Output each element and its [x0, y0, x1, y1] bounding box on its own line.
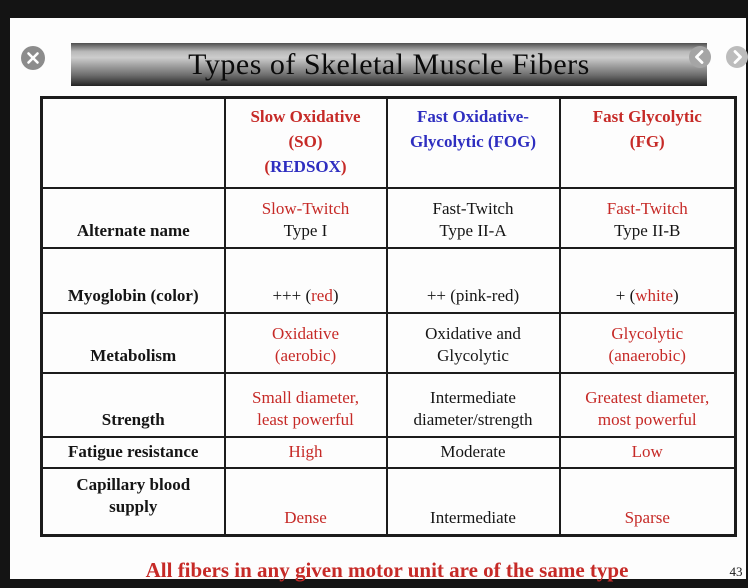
row-myoglobin: Myoglobin (color) +++ (red) ++ (pink-red…	[40, 246, 737, 314]
cell-metabolism-fog: Oxidative and Glycolytic	[385, 311, 561, 374]
row-capillary-blood-supply: Capillary blood supply Dense Intermediat…	[40, 466, 737, 537]
cell-alternate-fog: Fast-Twitch Type II-A	[385, 186, 561, 249]
table-header-row: Slow Oxidative (SO) (REDSOX) Fast Oxidat…	[40, 96, 737, 189]
header-empty-cell	[40, 96, 226, 189]
alternate-fog-line1: Fast-Twitch	[432, 198, 514, 218]
slide: Types of Skeletal Muscle Fibers	[10, 18, 748, 582]
header-fog-line2: Glycolytic (FOG)	[409, 132, 537, 151]
cell-fatigue-fg: Low	[558, 435, 737, 469]
cell-fatigue-so: High	[223, 435, 388, 469]
prev-slide-button[interactable]	[689, 46, 711, 68]
header-so-line1: Slow Oxidative	[250, 107, 361, 126]
row-alternate-name: Alternate name Slow-Twitch Type I Fast-T…	[40, 186, 737, 249]
label-alternate-name: Alternate name	[40, 186, 226, 249]
cell-alternate-so: Slow-Twitch Type I	[223, 186, 388, 249]
alternate-so-line2: Type I	[283, 220, 328, 240]
cell-capillary-fog: Intermediate	[385, 466, 561, 537]
cell-myoglobin-fog: ++ (pink-red)	[385, 246, 561, 314]
header-fast-oxidative-glycolytic: Fast Oxidative- Glycolytic (FOG)	[385, 96, 561, 189]
slide-title-bar: Types of Skeletal Muscle Fibers	[71, 43, 707, 86]
label-myoglobin: Myoglobin (color)	[40, 246, 226, 314]
cell-metabolism-so: Oxidative (aerobic)	[223, 311, 388, 374]
cell-myoglobin-fg: + (white)	[558, 246, 737, 314]
row-fatigue-resistance: Fatigue resistance High Moderate Low	[40, 435, 737, 469]
footer-note: All fibers in any given motor unit are o…	[145, 558, 629, 582]
header-fast-glycolytic: Fast Glycolytic (FG)	[558, 96, 737, 189]
header-so-line2: (SO)	[288, 132, 323, 151]
cell-strength-fog: Intermediate diameter/strength	[385, 371, 561, 438]
cell-metabolism-fg: Glycolytic (anaerobic)	[558, 311, 737, 374]
cell-alternate-fg: Fast-Twitch Type II-B	[558, 186, 737, 249]
header-fog-line1: Fast Oxidative-	[417, 107, 529, 126]
cell-myoglobin-so: +++ (red)	[223, 246, 388, 314]
header-fg-line1: Fast Glycolytic	[592, 107, 702, 126]
chevron-right-icon	[733, 50, 742, 64]
next-slide-button[interactable]	[726, 46, 748, 68]
alternate-so-line1: Slow-Twitch	[261, 198, 350, 218]
cell-strength-fg: Greatest diameter, most powerful	[558, 371, 737, 438]
alternate-fog-line2: Type II-A	[439, 220, 507, 240]
alternate-fg-line1: Fast-Twitch	[606, 198, 688, 218]
cell-fatigue-fog: Moderate	[385, 435, 561, 469]
muscle-fiber-table: Slow Oxidative (SO) (REDSOX) Fast Oxidat…	[40, 96, 737, 537]
label-metabolism: Metabolism	[40, 311, 226, 374]
cell-capillary-so: Dense	[223, 466, 388, 537]
header-slow-oxidative: Slow Oxidative (SO) (REDSOX)	[223, 96, 388, 189]
header-fg-line2: (FG)	[629, 132, 665, 151]
row-metabolism: Metabolism Oxidative (aerobic) Oxidative…	[40, 311, 737, 374]
label-capillary-blood-supply: Capillary blood supply	[40, 466, 226, 537]
page-number: 43	[729, 564, 743, 579]
header-so-line3: (REDSOX)	[264, 157, 347, 176]
alternate-fg-line2: Type II-B	[614, 220, 681, 240]
close-icon	[27, 52, 39, 64]
chevron-left-icon	[695, 50, 704, 64]
label-fatigue-resistance: Fatigue resistance	[40, 435, 226, 469]
close-button[interactable]	[21, 46, 45, 70]
cell-capillary-fg: Sparse	[558, 466, 737, 537]
cell-strength-so: Small diameter, least powerful	[223, 371, 388, 438]
label-strength: Strength	[40, 371, 226, 438]
slide-title: Types of Skeletal Muscle Fibers	[188, 47, 590, 81]
row-strength: Strength Small diameter, least powerful …	[40, 371, 737, 438]
